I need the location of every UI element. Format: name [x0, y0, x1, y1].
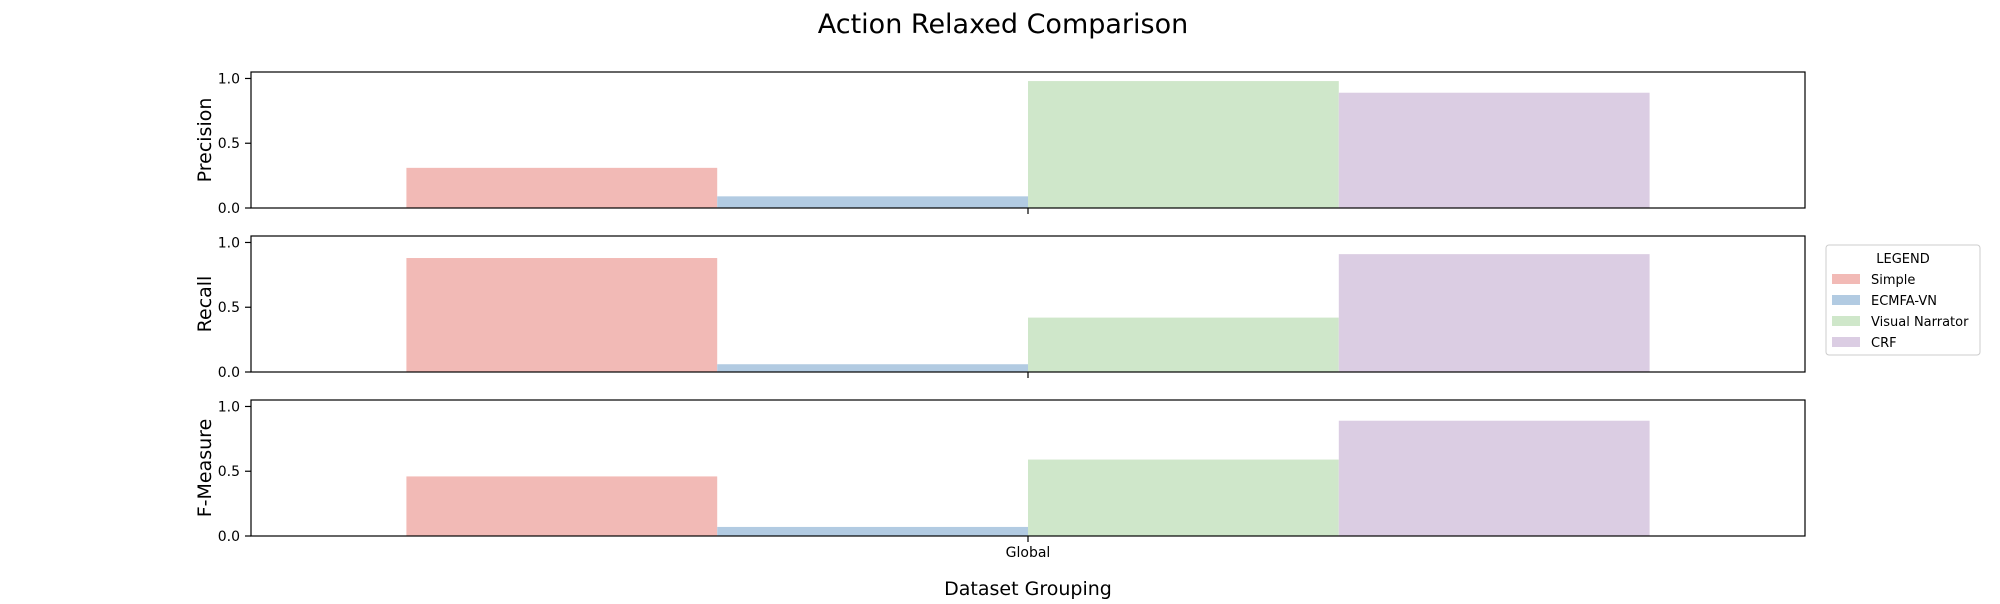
legend-entry-visual-narrator: Visual Narrator [1871, 315, 1969, 330]
legend-swatch-crf [1832, 337, 1860, 347]
bar-f-measure-ecmfa-vn [717, 526, 1028, 536]
x-tick-label: Global [1006, 545, 1051, 561]
y-tick-label: 0.0 [218, 529, 240, 545]
legend-title: LEGEND [1876, 252, 1929, 267]
chart-title: Action Relaxed Comparison [818, 9, 1189, 40]
x-axis-label: Dataset Grouping [944, 578, 1112, 600]
y-axis-label-f-measure: F-Measure [194, 419, 216, 518]
legend-entry-simple: Simple [1871, 273, 1915, 288]
bar-f-measure-crf [1338, 420, 1650, 536]
y-axis-label-recall: Recall [194, 276, 216, 333]
y-tick-label: 0.5 [218, 136, 240, 152]
y-tick-label: 0.0 [218, 201, 240, 217]
y-axis-label-precision: Precision [194, 98, 216, 183]
y-tick-label: 1.0 [218, 235, 240, 251]
bar-f-measure-visual-narrator [1028, 459, 1339, 536]
bar-recall-simple [406, 258, 718, 372]
y-tick-label: 0.5 [218, 300, 240, 316]
bar-precision-simple [406, 167, 718, 208]
y-tick-label: 1.0 [218, 399, 240, 415]
bar-precision-crf [1338, 92, 1650, 208]
legend-entry-crf: CRF [1871, 336, 1897, 351]
bar-precision-ecmfa-vn [717, 196, 1028, 208]
legend-swatch-simple [1832, 274, 1860, 284]
bar-recall-ecmfa-vn [717, 364, 1028, 372]
legend-entry-ecmfa-vn: ECMFA-VN [1871, 294, 1937, 309]
legend-swatch-ecmfa-vn [1832, 295, 1860, 305]
y-tick-label: 0.5 [218, 464, 240, 480]
bar-precision-visual-narrator [1028, 81, 1339, 208]
y-tick-label: 1.0 [218, 71, 240, 87]
y-tick-label: 0.0 [218, 365, 240, 381]
bar-recall-crf [1338, 254, 1650, 372]
legend-swatch-visual-narrator [1832, 316, 1860, 326]
bar-f-measure-simple [406, 476, 718, 536]
bar-recall-visual-narrator [1028, 317, 1339, 372]
legend-box [1825, 244, 1981, 356]
